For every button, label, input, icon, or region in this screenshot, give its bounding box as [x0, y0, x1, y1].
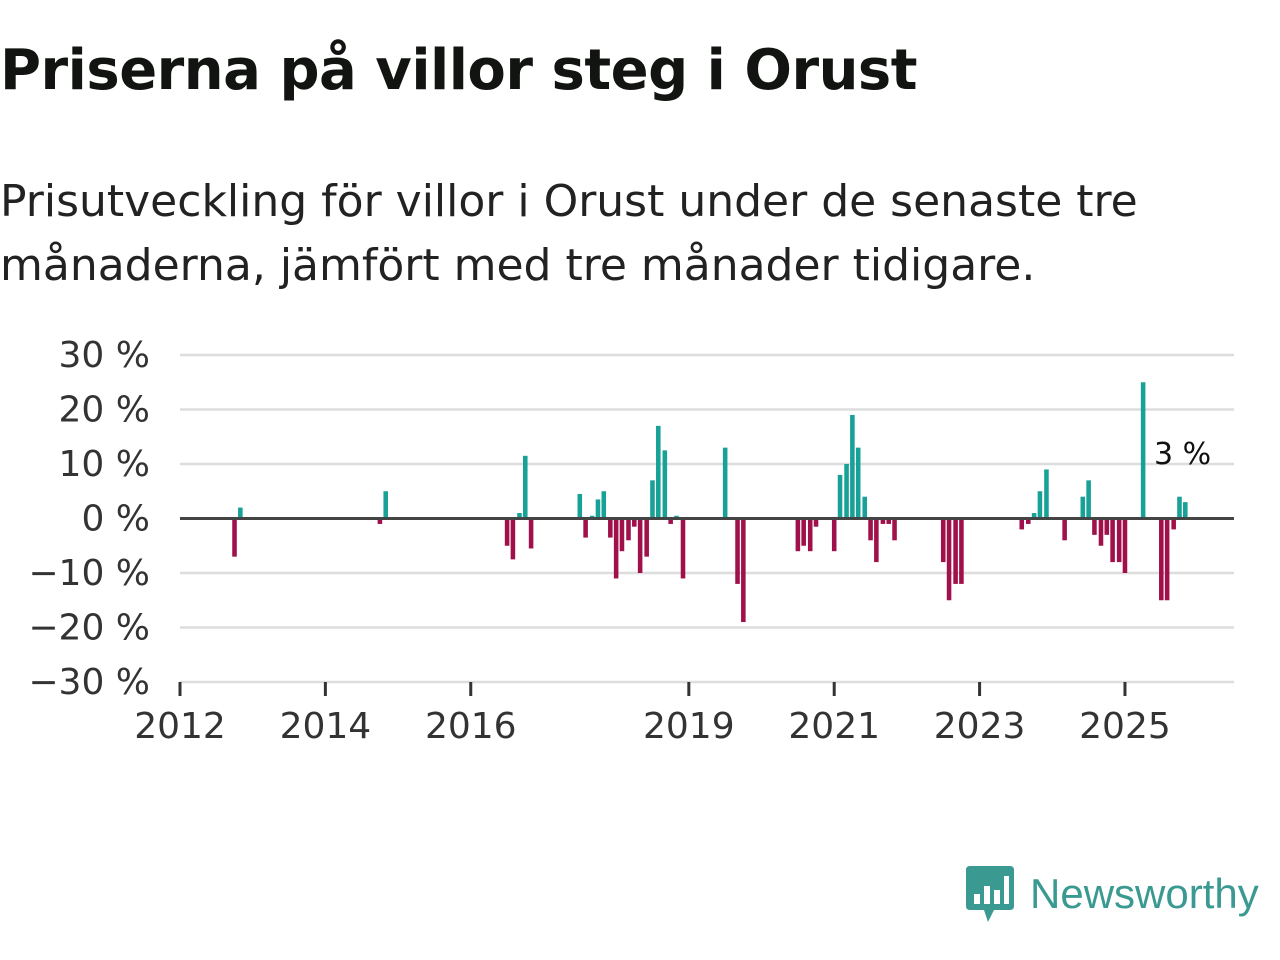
bar	[577, 493, 583, 519]
bar	[844, 464, 849, 519]
bar	[795, 518, 801, 552]
bar	[855, 447, 861, 519]
bar	[232, 518, 237, 557]
bar	[644, 518, 649, 557]
bar	[868, 518, 873, 541]
bar	[1044, 469, 1049, 519]
y-tick-label: 0 %	[81, 499, 150, 540]
bar	[632, 518, 637, 527]
bar	[517, 513, 522, 519]
brand-name: Newsworthy	[1030, 870, 1259, 917]
y-tick-label: −20 %	[28, 608, 150, 649]
bar	[1110, 518, 1115, 563]
bar	[1062, 518, 1067, 541]
bar	[1037, 491, 1043, 519]
bar	[1140, 382, 1146, 519]
bar	[722, 447, 728, 519]
bar	[1116, 518, 1122, 563]
bar	[874, 518, 879, 563]
bar	[892, 518, 897, 541]
bar-series	[232, 382, 1188, 623]
tick-labels: 30 % 20 % 10 % 0 % −10 % −20 % −30 %2012 2014 20…	[28, 335, 1211, 740]
bar	[813, 518, 819, 527]
newsworthy-logo: Newsworthy	[964, 864, 1259, 924]
y-tick-label: −10 %	[28, 553, 150, 594]
bar-chart: 30 % 20 % 10 % 0 % −10 % −20 % −30 %2012 2014 20…	[28, 335, 1234, 740]
bar	[662, 450, 668, 519]
bar	[680, 518, 686, 579]
bar	[601, 491, 607, 519]
gridlines	[180, 353, 1234, 629]
bar	[1092, 518, 1097, 535]
value-annotation: 3 %	[1154, 437, 1211, 472]
x-tick-label: 2025	[1079, 706, 1171, 740]
bar	[946, 518, 952, 601]
y-tick-label: 10 %	[59, 444, 150, 485]
bar	[1026, 518, 1031, 524]
axes	[178, 517, 1234, 696]
x-tick-label: 2012	[134, 706, 226, 740]
bar	[1122, 518, 1128, 573]
bar	[741, 518, 746, 623]
bar	[1098, 518, 1104, 546]
bar	[383, 491, 388, 519]
x-tick-label: 2019	[643, 706, 735, 740]
bar	[880, 518, 886, 524]
chart-bubble-icon	[966, 866, 1014, 922]
bar	[504, 518, 510, 546]
bar	[528, 518, 534, 549]
x-tick-label: 2021	[788, 706, 880, 740]
bar	[850, 414, 855, 519]
bar	[595, 499, 601, 519]
x-tick-label: 2014	[280, 706, 372, 740]
bar	[613, 518, 619, 579]
bar	[735, 518, 740, 584]
chart-subtitle: Prisutveckling för villor i Orust under …	[0, 176, 1138, 291]
bar	[801, 518, 806, 546]
bar	[238, 507, 243, 519]
bar	[862, 496, 868, 519]
bar	[886, 518, 892, 524]
bar	[940, 518, 946, 563]
bar	[1019, 518, 1025, 530]
y-tick-label: 30 %	[59, 335, 150, 376]
bar	[650, 480, 655, 519]
bar	[583, 518, 588, 538]
bar	[831, 518, 837, 552]
bar	[522, 455, 528, 519]
bar	[1164, 518, 1170, 601]
chart-title: Priserna på villor steg i Orust	[0, 38, 918, 103]
bar	[656, 425, 661, 519]
bar	[619, 518, 625, 552]
bar	[608, 518, 613, 538]
bar	[1104, 518, 1110, 535]
bar	[510, 518, 516, 560]
bar	[1183, 502, 1188, 519]
bar	[1177, 496, 1182, 519]
x-tick-label: 2023	[934, 706, 1026, 740]
bar	[1159, 518, 1164, 601]
bar	[1080, 496, 1086, 519]
bar	[668, 518, 673, 524]
bar	[959, 518, 964, 584]
bar	[626, 518, 631, 541]
bar	[637, 518, 643, 573]
bar	[1031, 513, 1037, 519]
y-tick-label: −30 %	[28, 662, 150, 703]
y-tick-label: 20 %	[59, 390, 150, 431]
bar	[807, 518, 813, 552]
bar	[953, 518, 958, 584]
x-tick-label: 2016	[425, 706, 517, 740]
bar	[377, 518, 383, 524]
bar	[837, 474, 843, 519]
bar	[1171, 518, 1176, 530]
bar	[1086, 480, 1091, 519]
